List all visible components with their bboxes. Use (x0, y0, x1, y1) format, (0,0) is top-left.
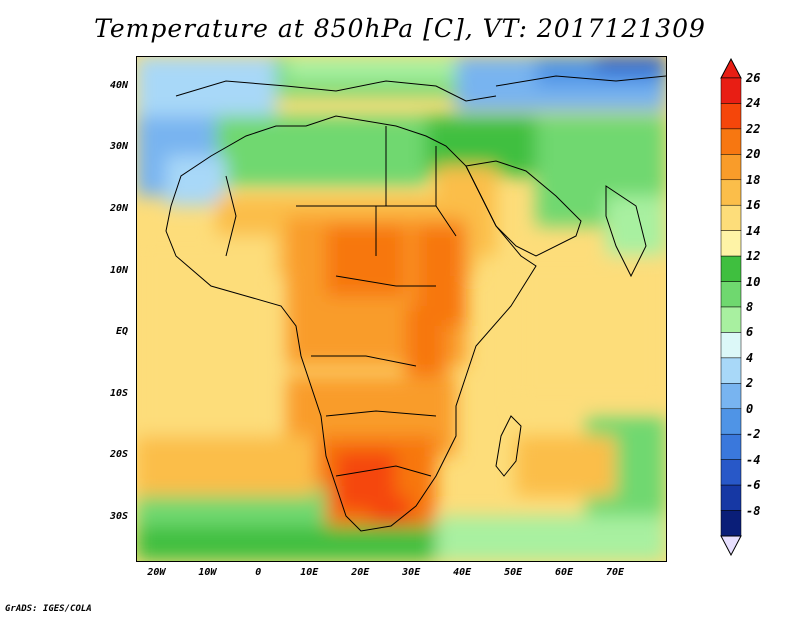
colorbar-segment (720, 77, 742, 104)
colorbar-segment (720, 179, 742, 206)
lat-label-eq: EQ (115, 326, 128, 338)
colorbar-label: -2 (746, 427, 761, 442)
colorbar-segment (720, 103, 742, 130)
colorbar-top-arrow (720, 58, 742, 79)
temperature-map (136, 56, 666, 561)
colorbar-label: -6 (746, 478, 761, 493)
colorbar-label: 16 (746, 198, 761, 213)
colorbar-segment (720, 128, 742, 155)
colorbar-segment (720, 230, 742, 257)
colorbar (720, 58, 742, 556)
lon-label-70e: 70E (606, 567, 625, 578)
lon-label-10w: 10W (198, 567, 217, 578)
lon-label-20e: 20E (351, 567, 370, 578)
map-svg (136, 56, 666, 561)
colorbar-segment (720, 255, 742, 282)
colorbar-label: -8 (746, 503, 761, 518)
colorbar-segment (720, 408, 742, 435)
chart-title: Temperature at 850hPa [C], VT: 201712130… (94, 14, 706, 43)
colorbar-segment (720, 154, 742, 181)
colorbar-segment (720, 357, 742, 384)
colorbar-segment (720, 204, 742, 231)
colorbar-label: 26 (746, 71, 761, 85)
colorbar-label: -4 (746, 452, 761, 467)
colorbar-segment (720, 459, 742, 486)
lat-label-20s: 20S (109, 449, 128, 461)
colorbar-label: 0 (746, 401, 754, 416)
lat-label-30s: 30S (109, 510, 128, 522)
colorbar-segment (720, 433, 742, 460)
lat-label-10s: 10S (109, 387, 128, 399)
footer-credit: GrADS: IGES/COLA (5, 604, 92, 614)
colorbar-label: 4 (746, 350, 754, 365)
colorbar-label: 12 (746, 249, 761, 264)
colorbar-label: 18 (746, 172, 761, 187)
lat-label-20n: 20N (109, 202, 128, 214)
colorbar-label: 6 (746, 325, 754, 340)
colorbar-segment (720, 383, 742, 410)
coastlines (165, 75, 666, 532)
colorbar-segment (720, 484, 742, 511)
colorbar-label: 22 (746, 121, 761, 136)
colorbar-label: 2 (746, 376, 754, 391)
colorbar-label: 10 (746, 274, 761, 289)
lon-label-20w: 20W (147, 567, 166, 578)
colorbar-bottom-arrow (720, 535, 742, 556)
colorbar-label: 14 (746, 223, 761, 238)
temperature-field (136, 56, 666, 561)
lat-label-10n: 10N (109, 264, 128, 276)
lon-label-0: 0 (255, 567, 262, 578)
colorbar-segment (720, 332, 742, 359)
lon-label-10e: 10E (300, 567, 319, 578)
colorbar-label: 8 (746, 300, 754, 314)
lat-label-30n: 30N (109, 141, 128, 153)
colorbar-segment (720, 281, 742, 308)
lat-label-40n: 40N (109, 79, 128, 91)
colorbar-segment (720, 306, 742, 333)
colorbar-segment (720, 510, 742, 537)
colorbar-label: 20 (746, 147, 761, 162)
colorbar-label: 24 (746, 96, 761, 111)
lon-label-60e: 60E (555, 567, 574, 578)
lon-label-30e: 30E (402, 567, 421, 578)
lon-label-40e: 40E (453, 567, 472, 578)
lon-label-50e: 50E (504, 567, 523, 578)
